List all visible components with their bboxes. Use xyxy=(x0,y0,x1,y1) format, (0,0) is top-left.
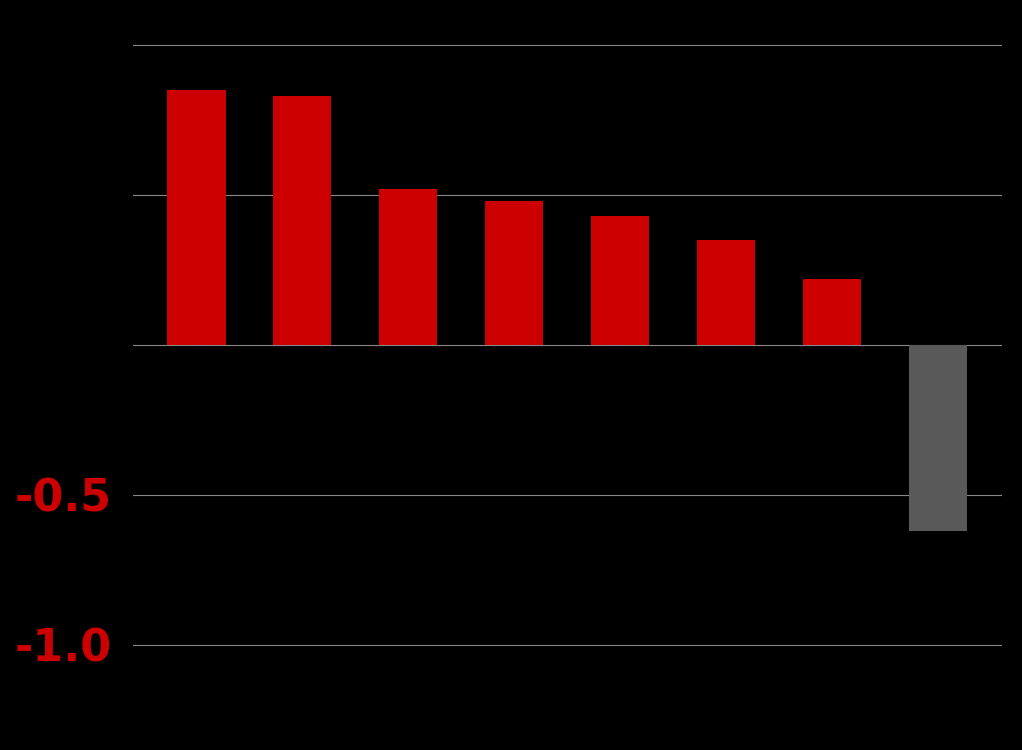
Bar xyxy=(591,216,649,345)
Bar xyxy=(909,345,967,531)
Bar xyxy=(485,201,544,345)
Bar xyxy=(273,96,331,345)
Bar xyxy=(168,90,226,345)
Bar xyxy=(379,189,437,345)
Bar xyxy=(697,240,755,345)
Bar xyxy=(803,279,862,345)
